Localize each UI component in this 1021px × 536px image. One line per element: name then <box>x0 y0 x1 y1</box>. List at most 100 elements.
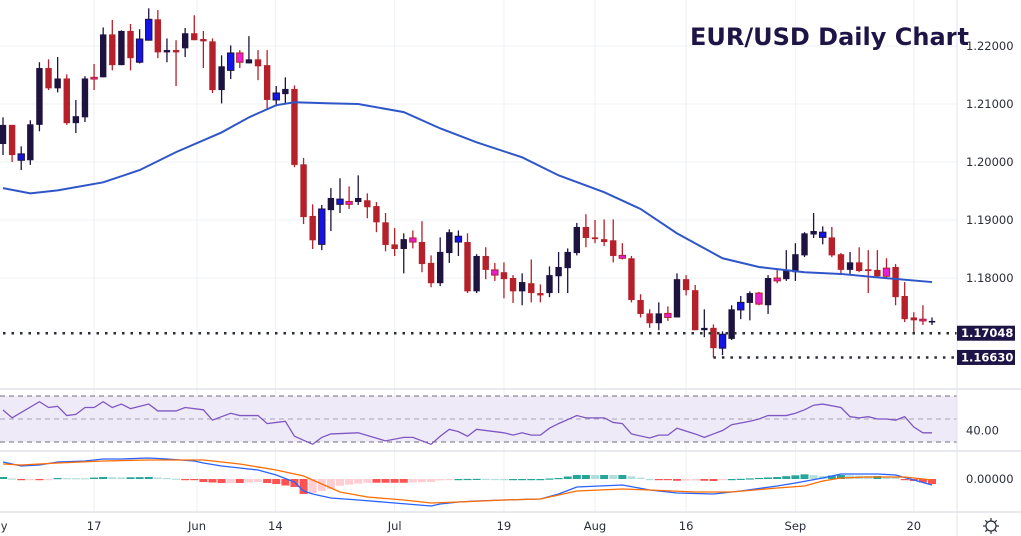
macd-histogram-bar <box>682 479 691 481</box>
bearish-candle <box>755 291 763 306</box>
macd-histogram-bar <box>554 478 563 480</box>
macd-histogram-bar <box>108 477 117 479</box>
macd-histogram-bar <box>299 479 308 494</box>
macd-histogram-bar <box>345 479 354 485</box>
macd-histogram-bar <box>80 478 89 480</box>
settings-button[interactable] <box>983 518 999 534</box>
bullish-candle <box>0 117 7 156</box>
macd-histogram-bar <box>399 479 408 483</box>
price-tag-bg <box>957 349 1015 365</box>
macd-histogram-bar <box>408 479 417 483</box>
price-axis-label: 1.21000 <box>966 97 1014 111</box>
bullish-candle <box>318 204 326 251</box>
bearish-candle <box>865 250 872 294</box>
bearish-candle <box>537 284 544 303</box>
candle-body <box>454 235 463 243</box>
bearish-candle <box>628 255 635 303</box>
bearish-candle <box>901 282 908 323</box>
bearish-candle <box>45 59 52 91</box>
macd-histogram-bar <box>199 479 208 482</box>
bullish-candle <box>810 213 817 238</box>
bullish-candle <box>718 331 727 356</box>
candle-body <box>718 333 727 349</box>
macd-histogram-bar <box>90 477 99 479</box>
candle-body <box>181 33 189 49</box>
bullish-candle <box>54 57 61 93</box>
bearish-candle <box>837 253 845 276</box>
bullish-candle <box>181 28 189 58</box>
candle-body <box>546 275 553 294</box>
bearish-candle <box>418 221 426 273</box>
candle-body <box>135 38 144 63</box>
macd-histogram-bar <box>235 479 244 483</box>
candle-body <box>855 262 863 272</box>
macd-histogram-bar <box>135 477 144 479</box>
candle-body <box>254 59 262 67</box>
candle-body <box>746 293 754 303</box>
macd-histogram-bar <box>162 478 171 480</box>
candle-body <box>45 68 52 89</box>
candle-body <box>309 215 316 241</box>
candle-body <box>783 269 790 280</box>
macd-histogram-bar <box>372 479 381 483</box>
bullish-candle <box>737 295 745 320</box>
time-axis-label: Sep <box>785 519 807 533</box>
candle-body <box>882 267 891 277</box>
candle-body <box>90 76 98 80</box>
candle-body <box>874 269 881 277</box>
candle-body <box>528 283 535 294</box>
candle-body <box>892 266 899 298</box>
macd-histogram-bar <box>900 479 909 481</box>
bearish-candle <box>391 228 398 256</box>
macd-histogram-bar <box>736 478 745 480</box>
bearish-candle <box>464 233 471 294</box>
macd-histogram-bar <box>928 479 937 484</box>
candle-body <box>446 232 453 254</box>
macd-histogram-bar <box>445 479 454 481</box>
time-axis-label: Jul <box>387 519 402 533</box>
macd-histogram-bar <box>8 478 17 480</box>
bullish-candle <box>446 229 453 263</box>
bullish-candle <box>801 232 808 258</box>
time-axis-label: May <box>0 519 8 533</box>
price-pane <box>0 8 957 359</box>
candle-body <box>755 292 763 305</box>
bullish-candle <box>655 302 662 331</box>
time-axis-label: 14 <box>268 519 283 533</box>
candle-body <box>345 200 353 205</box>
candle-body <box>764 278 772 306</box>
bearish-candle <box>509 275 517 303</box>
bearish-candle <box>373 202 380 233</box>
bearish-candle <box>482 247 489 280</box>
bearish-candle <box>236 50 244 69</box>
candle-body <box>300 164 307 218</box>
macd-histogram-bar <box>17 479 26 481</box>
bearish-candle <box>828 226 836 258</box>
bullish-candle <box>145 8 153 41</box>
macd-histogram-bar <box>782 476 791 479</box>
macd-histogram-bar <box>663 479 672 481</box>
candle-body <box>737 301 745 311</box>
candle-body <box>773 277 781 282</box>
macd-histogram-bar <box>317 479 326 491</box>
bullish-candle <box>245 36 253 64</box>
candle-body <box>865 269 872 272</box>
bearish-candle <box>773 269 781 284</box>
candle-body <box>555 266 562 277</box>
bearish-candle <box>591 220 599 244</box>
bullish-candle <box>163 38 171 63</box>
macd-histogram-bar <box>381 479 390 483</box>
macd-histogram-bar <box>490 478 499 481</box>
bearish-candle <box>382 213 389 252</box>
macd-histogram-bar <box>636 477 645 479</box>
macd-histogram-bar <box>791 475 800 479</box>
macd-histogram-bar <box>563 476 572 479</box>
bullish-candle <box>764 275 772 314</box>
macd-histogram-bar <box>35 479 44 481</box>
macd-histogram-bar <box>600 475 609 479</box>
bullish-candle <box>436 237 444 287</box>
macd-histogram-bar <box>800 474 809 479</box>
candle-body <box>245 59 253 64</box>
bearish-candle <box>692 284 699 331</box>
